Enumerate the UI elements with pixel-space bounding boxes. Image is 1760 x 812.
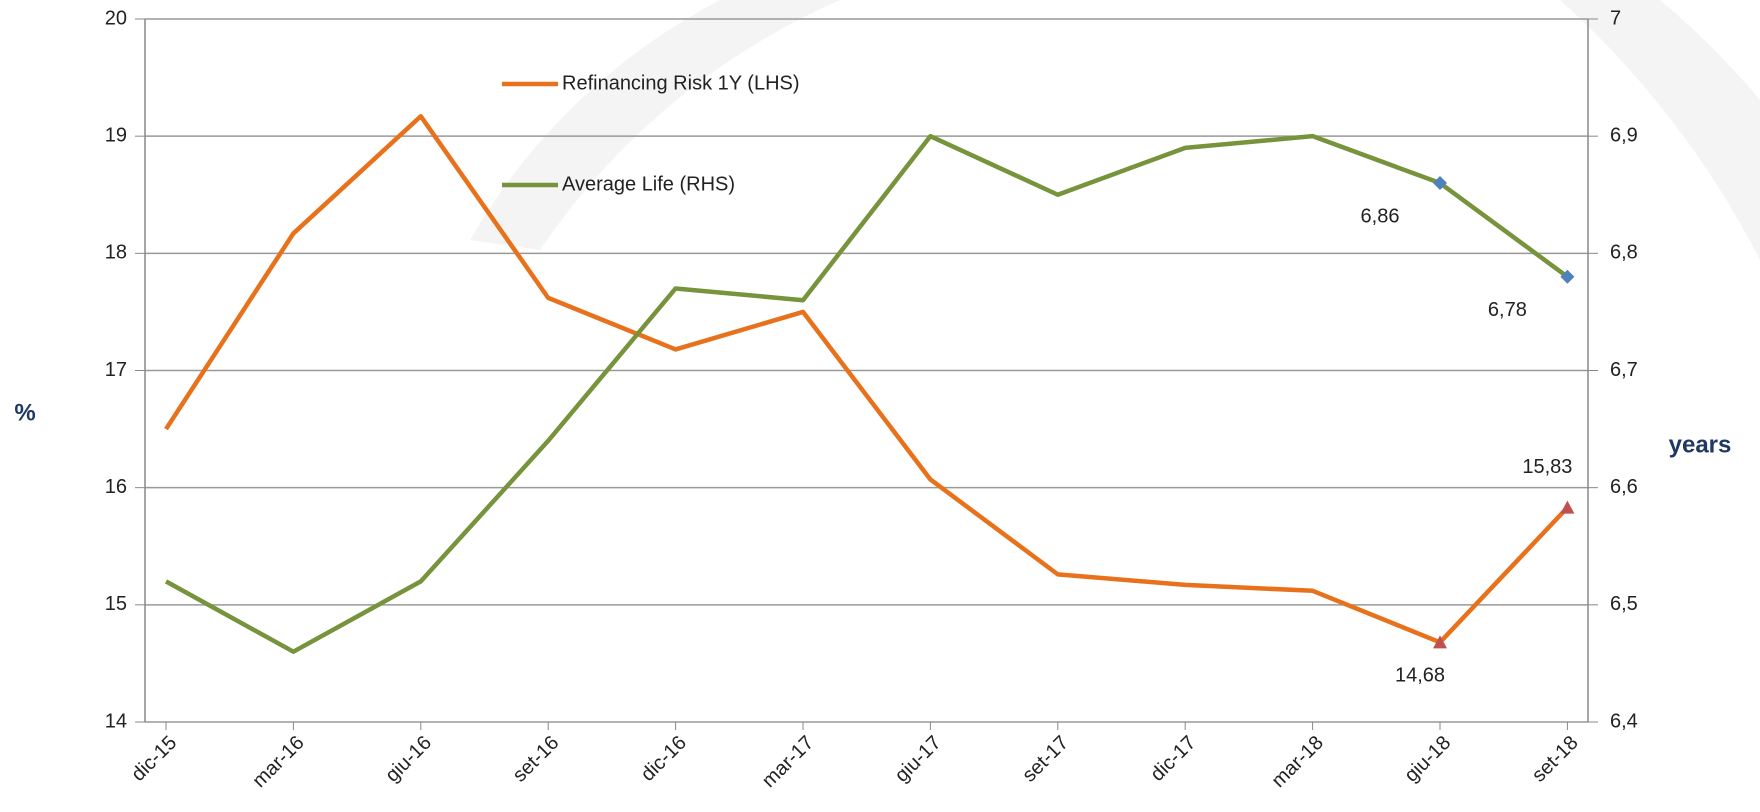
marker [1433, 176, 1447, 191]
y2-tick-label: 6,6 [1610, 476, 1638, 498]
y2-tick-label: 6,9 [1610, 124, 1638, 146]
data-label: 6,78 [1488, 299, 1527, 321]
x-tick-label: set-17 [1018, 732, 1073, 787]
marker [1560, 269, 1575, 284]
x-tick-label: giu-16 [381, 732, 436, 787]
y2-axis-title: years [1669, 431, 1732, 458]
marker [1560, 500, 1575, 514]
y2-tick-label: 7 [1610, 7, 1621, 29]
y2-tick-label: 6,7 [1610, 359, 1638, 381]
y-tick-label: 14 [105, 710, 127, 732]
data-label: 6,86 [1361, 205, 1400, 227]
y-tick-label: 18 [105, 242, 127, 264]
y-tick-label: 20 [105, 7, 127, 29]
y2-tick-label: 6,5 [1610, 593, 1638, 615]
y-axis-title: % [14, 399, 35, 426]
watermark [470, 0, 840, 250]
y2-tick-label: 6,4 [1610, 710, 1638, 732]
y-tick-label: 19 [105, 124, 127, 146]
legend-label: Refinancing Risk 1Y (LHS) [562, 72, 800, 94]
x-tick-label: dic-15 [127, 732, 181, 786]
x-tick-label: set-18 [1528, 732, 1583, 787]
legend-label: Average Life (RHS) [562, 173, 735, 195]
data-label: 15,83 [1522, 456, 1572, 478]
x-tick-label: giu-18 [1400, 732, 1455, 787]
y-tick-label: 17 [105, 359, 127, 381]
x-tick-label: dic-16 [637, 732, 691, 786]
x-tick-label: mar-18 [1268, 732, 1328, 792]
x-tick-label: giu-17 [891, 732, 946, 787]
x-tick-label: dic-17 [1146, 732, 1200, 786]
series-line [164, 133, 1569, 654]
watermark [1560, 0, 1760, 260]
data-label: 14,68 [1395, 665, 1445, 687]
marker [1433, 635, 1447, 649]
x-tick-label: mar-17 [758, 732, 818, 792]
y-tick-label: 16 [105, 476, 127, 498]
x-tick-label: mar-16 [248, 732, 308, 792]
series-line [164, 113, 1570, 645]
y-tick-label: 15 [105, 593, 127, 615]
x-tick-label: set-16 [509, 732, 564, 787]
y2-tick-label: 6,8 [1610, 242, 1638, 264]
